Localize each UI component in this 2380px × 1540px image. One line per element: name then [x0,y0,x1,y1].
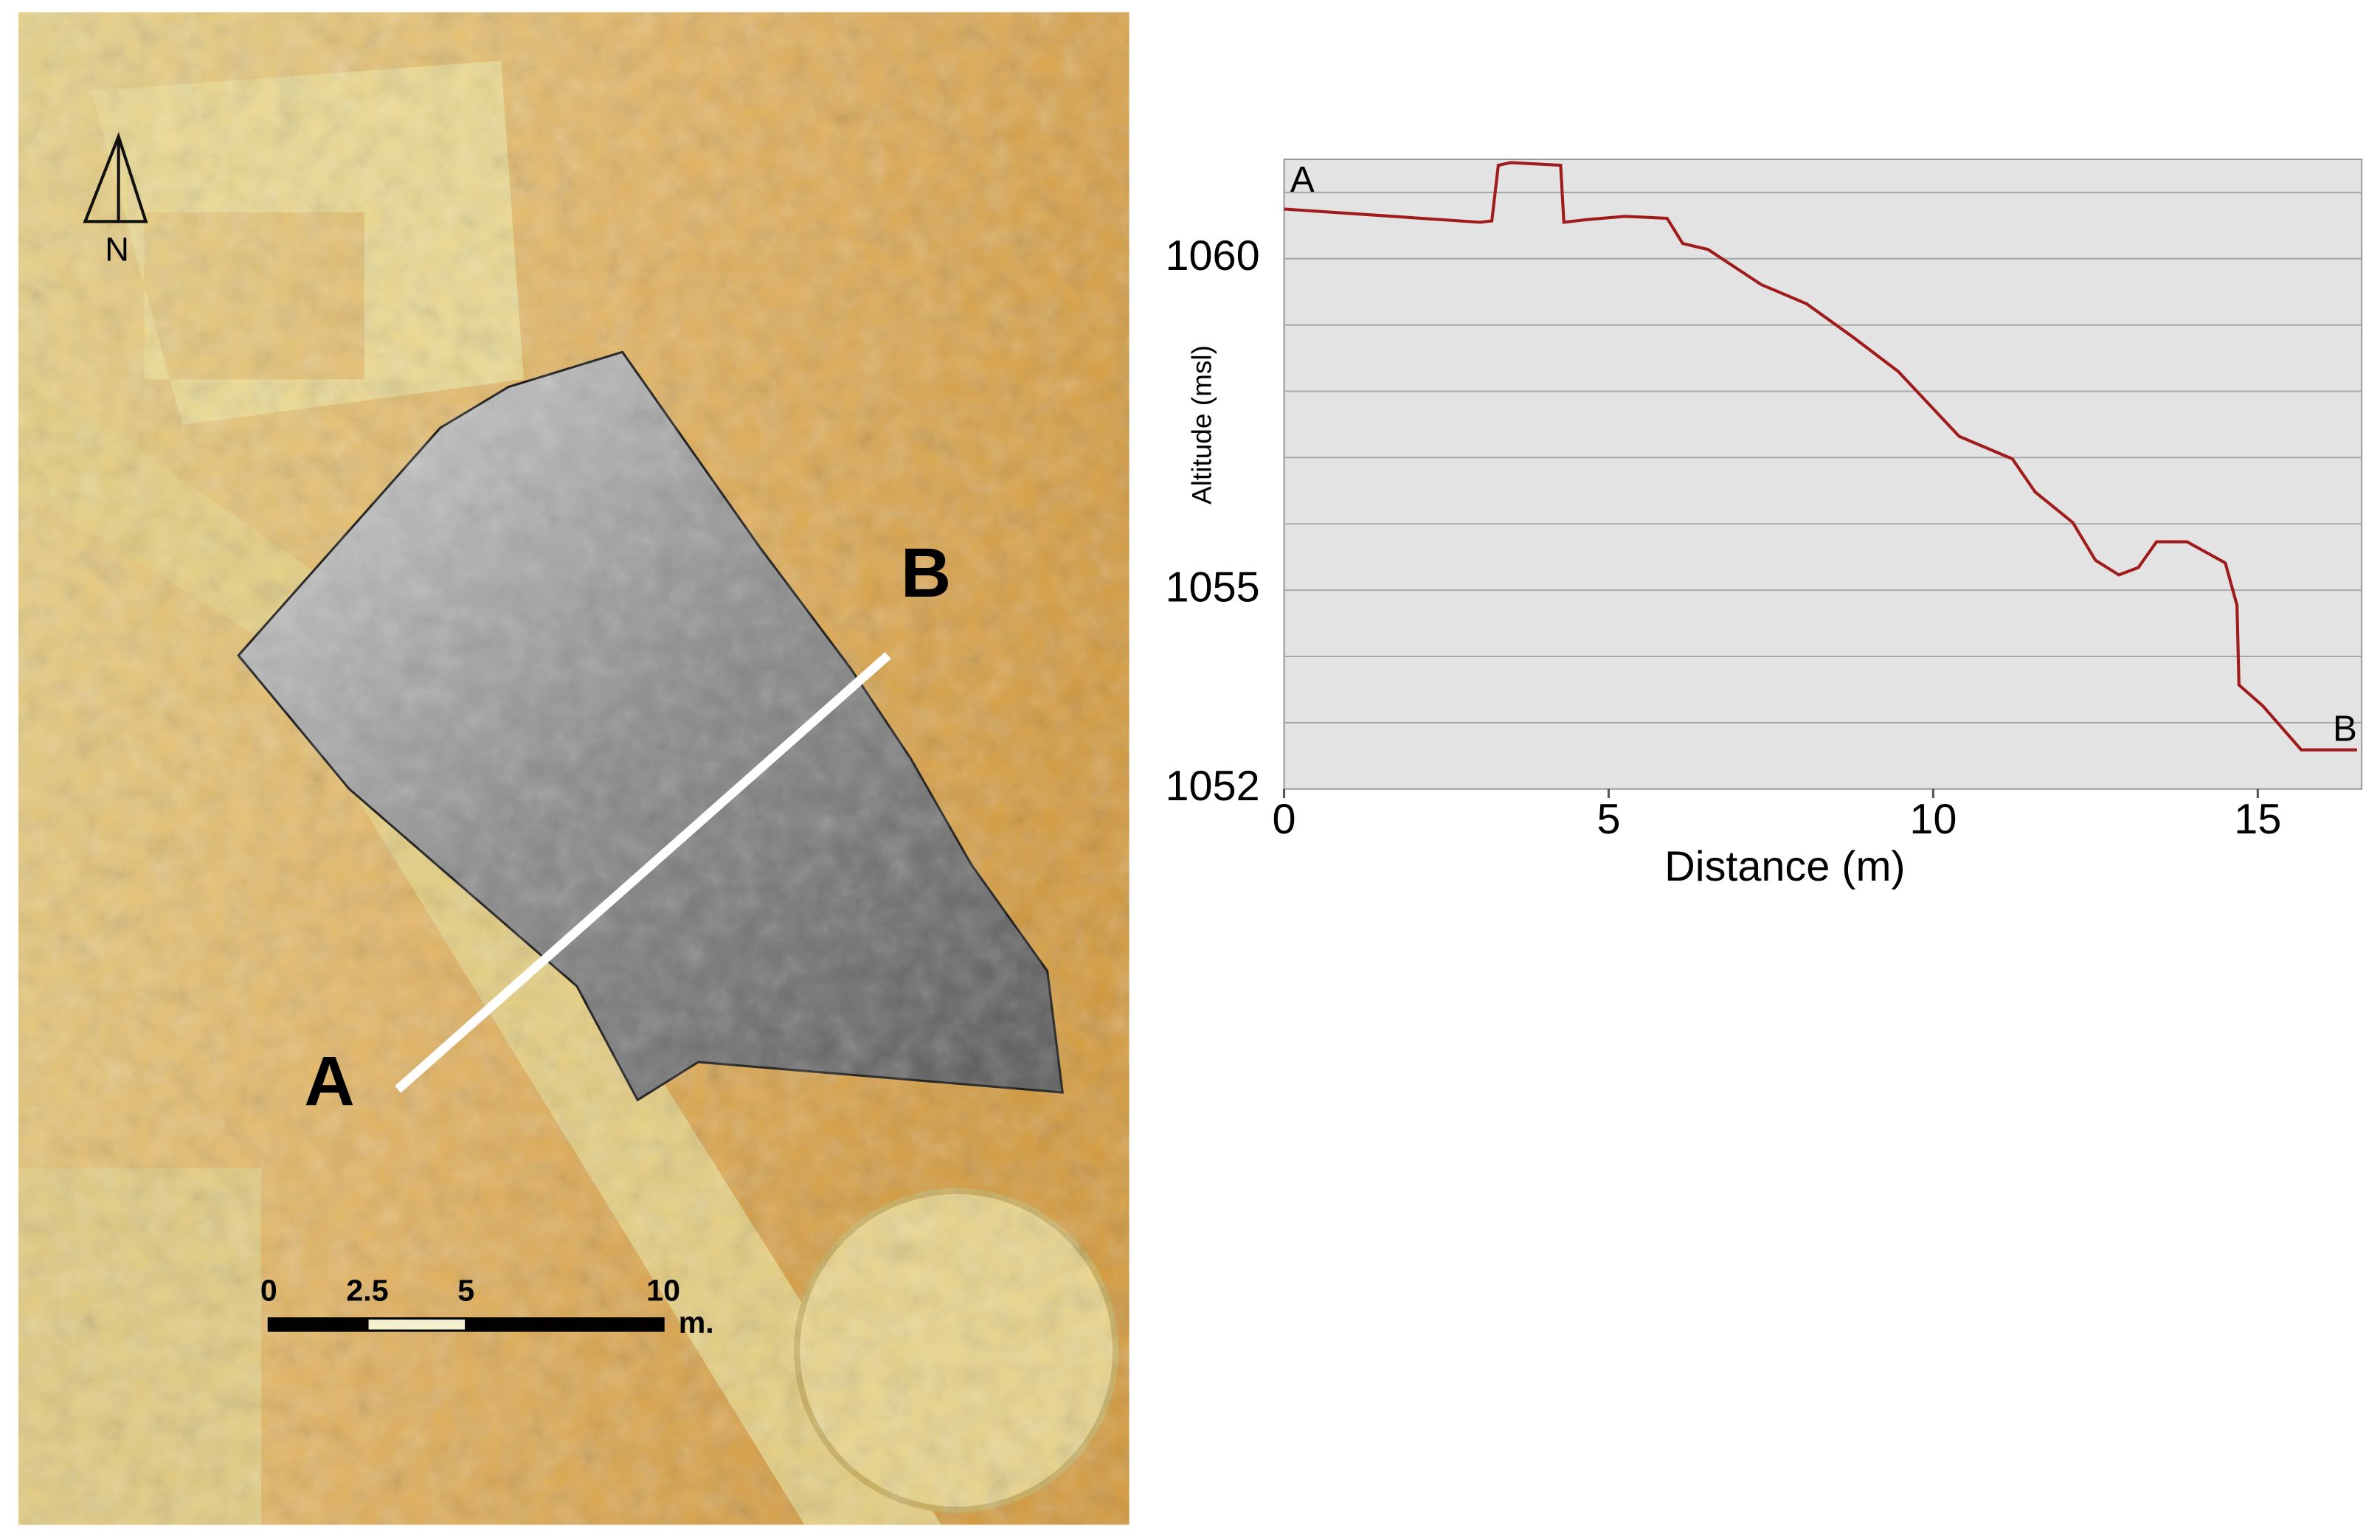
scale-label: 2.5 [346,1274,388,1308]
plot: 1052 1055 1060 0 5 10 15 [1166,161,2362,843]
scale-segment [267,1317,369,1332]
y-tick-label: 1055 [1166,563,1260,611]
y-tick-label: 1060 [1166,232,1260,280]
map: A B N 0 2.5 5 10m. [18,12,1130,1525]
plot-area [1283,158,2363,790]
scale-bar: 0 2.5 5 10m. [260,1274,714,1339]
y-tick-label: 1052 [1166,763,1260,810]
point-label: B [901,534,951,612]
scale-unit: m. [679,1305,714,1339]
scale-label: 5 [457,1274,474,1308]
y-axis-title: Altitude (msl) [1186,345,1217,504]
end-label: B [2333,709,2357,749]
x-axis-title: Distance (m) [1664,843,1905,890]
terrain-texture [18,12,1130,1525]
x-tick-label: 15 [2234,796,2281,843]
scale-label: 10 [646,1274,680,1308]
scale-segment [366,1317,468,1332]
point-label: A [304,1042,354,1120]
x-tick-label: 10 [1909,796,1957,843]
north-label: N [105,230,129,268]
x-tick-label: 5 [1597,796,1620,843]
scale-label: 0 [260,1274,277,1308]
start-label: A [1290,159,1315,200]
scale-segment [465,1317,665,1332]
profile-line [1284,161,2357,752]
profile-line [395,652,891,1093]
x-tick-label: 0 [1273,796,1296,843]
north-arrow [83,132,148,223]
